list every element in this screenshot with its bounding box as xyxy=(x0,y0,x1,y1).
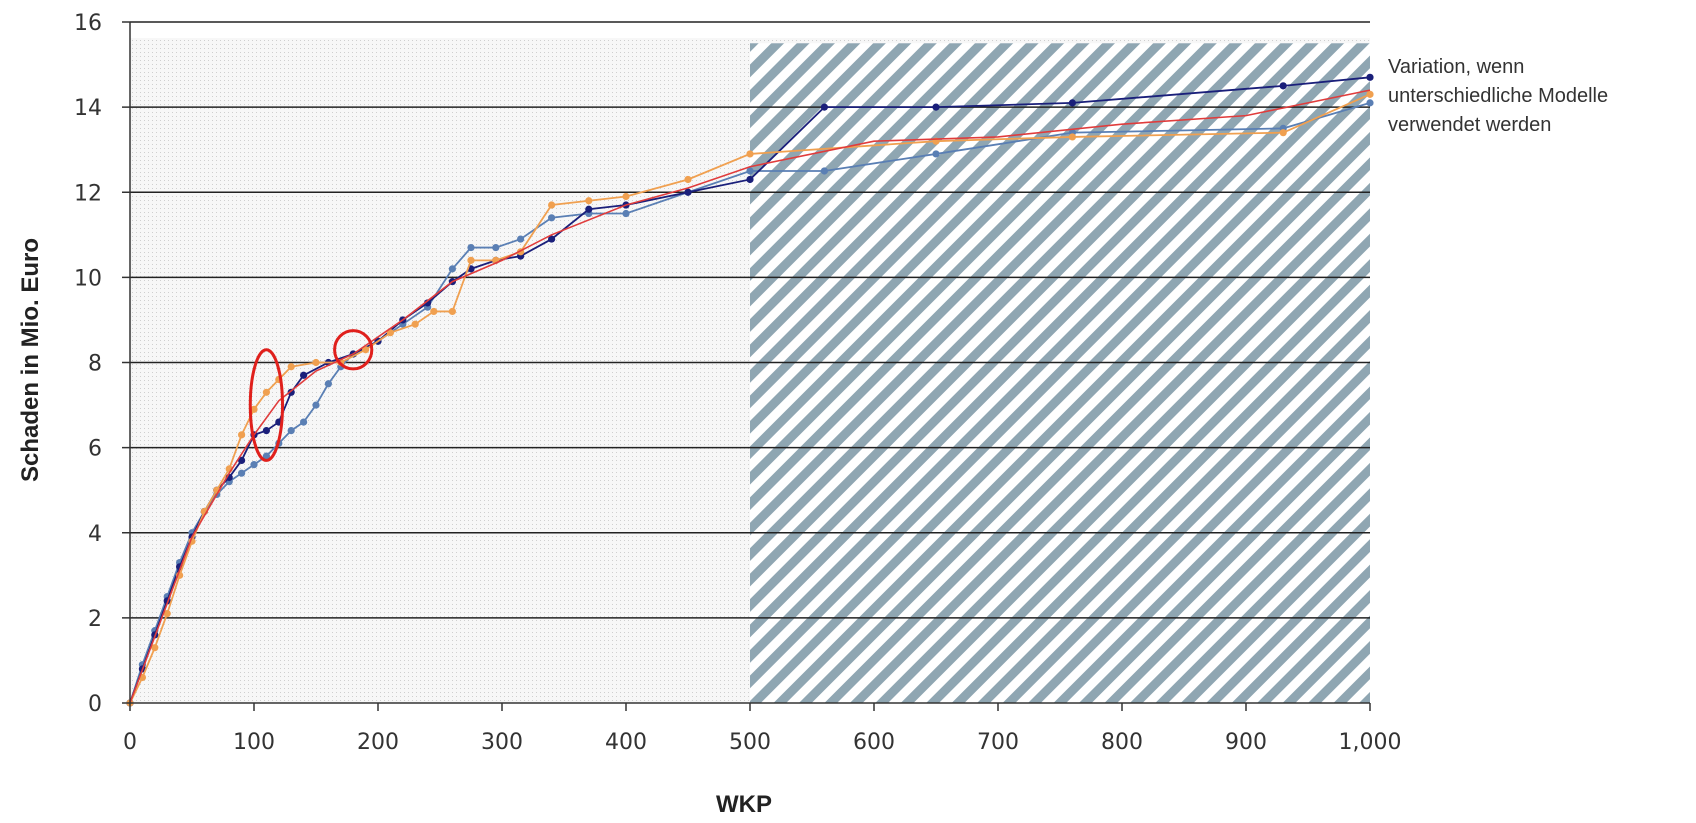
data-point xyxy=(287,388,295,396)
x-tick-label: 300 xyxy=(481,730,523,755)
highlight-layer xyxy=(248,329,374,462)
data-point xyxy=(1068,99,1076,107)
data-point xyxy=(548,201,556,209)
x-tick-label: 0 xyxy=(123,730,137,755)
data-point xyxy=(467,256,475,264)
x-tick-label: 200 xyxy=(357,730,399,755)
y-tick-label: 16 xyxy=(74,11,102,36)
data-point xyxy=(684,175,692,184)
annotation-note: Variation, wenn unterschiedliche Modelle… xyxy=(1388,53,1688,140)
data-point xyxy=(250,405,258,413)
data-point xyxy=(300,418,308,426)
data-point xyxy=(517,235,525,243)
data-point xyxy=(312,401,320,409)
x-axis-title: WKP xyxy=(716,791,772,818)
data-point xyxy=(932,150,940,158)
y-tick-labels: 0 2 4 6 8 10 12 14 16 xyxy=(74,11,102,717)
data-point xyxy=(467,243,475,252)
x-tick-label: 700 xyxy=(977,730,1019,755)
data-point xyxy=(430,307,438,316)
shaded-region xyxy=(750,43,1370,703)
data-point xyxy=(300,371,308,379)
y-axis-title: Schaden in Mio. Euro xyxy=(17,238,44,482)
highlight-ellipse xyxy=(333,329,374,371)
data-point xyxy=(932,103,940,111)
data-point xyxy=(1279,82,1287,90)
x-tick-label: 600 xyxy=(853,730,895,755)
y-tick-label: 12 xyxy=(74,181,102,206)
data-point xyxy=(1366,73,1374,81)
series-layer xyxy=(126,73,1374,707)
data-point xyxy=(1366,99,1374,107)
x-tick-label: 1,000 xyxy=(1339,730,1402,755)
highlight-ellipse xyxy=(248,348,285,462)
data-point xyxy=(324,380,332,388)
data-point xyxy=(820,103,829,111)
data-point xyxy=(238,431,246,439)
data-point xyxy=(1366,90,1374,98)
y-tick-label: 10 xyxy=(74,266,102,291)
x-tick-label: 400 xyxy=(605,730,647,755)
annotation-line: Variation, wenn xyxy=(1388,56,1525,78)
x-tick-label: 800 xyxy=(1101,730,1143,755)
y-tick-label: 2 xyxy=(88,607,102,632)
data-point xyxy=(287,427,295,435)
data-point xyxy=(448,307,456,316)
data-point xyxy=(622,209,630,218)
data-point xyxy=(238,469,246,477)
x-tick-label: 900 xyxy=(1225,730,1267,755)
data-point xyxy=(262,427,270,435)
x-tick-label: 500 xyxy=(729,730,771,755)
y-tick-label: 0 xyxy=(88,692,102,717)
data-point xyxy=(585,197,593,205)
data-point xyxy=(492,243,500,252)
data-point xyxy=(1068,133,1076,141)
data-point xyxy=(262,388,270,396)
data-point xyxy=(386,329,394,337)
data-point xyxy=(250,461,258,469)
data-point xyxy=(448,265,456,273)
data-point xyxy=(424,299,432,307)
data-point xyxy=(411,320,419,328)
y-tick-label: 14 xyxy=(74,96,102,121)
data-point xyxy=(151,644,159,652)
annotation-line: verwendet werden xyxy=(1388,114,1552,136)
data-point xyxy=(622,192,630,201)
data-point xyxy=(287,363,295,371)
data-point xyxy=(746,175,754,184)
data-point xyxy=(585,205,593,213)
data-point xyxy=(548,235,556,243)
data-point xyxy=(1279,129,1287,137)
x-tick-label: 100 xyxy=(233,730,275,755)
data-point xyxy=(684,188,692,196)
data-point xyxy=(820,167,829,175)
x-tick-labels: 0 100 200 300 400 500 600 700 800 900 1,000 xyxy=(123,730,1401,755)
data-point xyxy=(262,452,270,460)
annotation-line: unterschiedliche Modelle xyxy=(1388,85,1609,107)
data-point xyxy=(746,150,754,158)
data-point xyxy=(362,346,370,354)
y-tick-label: 8 xyxy=(88,352,102,377)
data-point xyxy=(312,358,320,367)
gridlines xyxy=(130,21,1370,619)
data-point xyxy=(238,456,246,464)
data-point xyxy=(163,610,171,618)
data-point xyxy=(746,167,754,175)
y-tick-label: 4 xyxy=(88,522,102,547)
data-point xyxy=(548,214,556,222)
y-tick-label: 6 xyxy=(88,437,102,462)
axes xyxy=(122,21,1371,711)
